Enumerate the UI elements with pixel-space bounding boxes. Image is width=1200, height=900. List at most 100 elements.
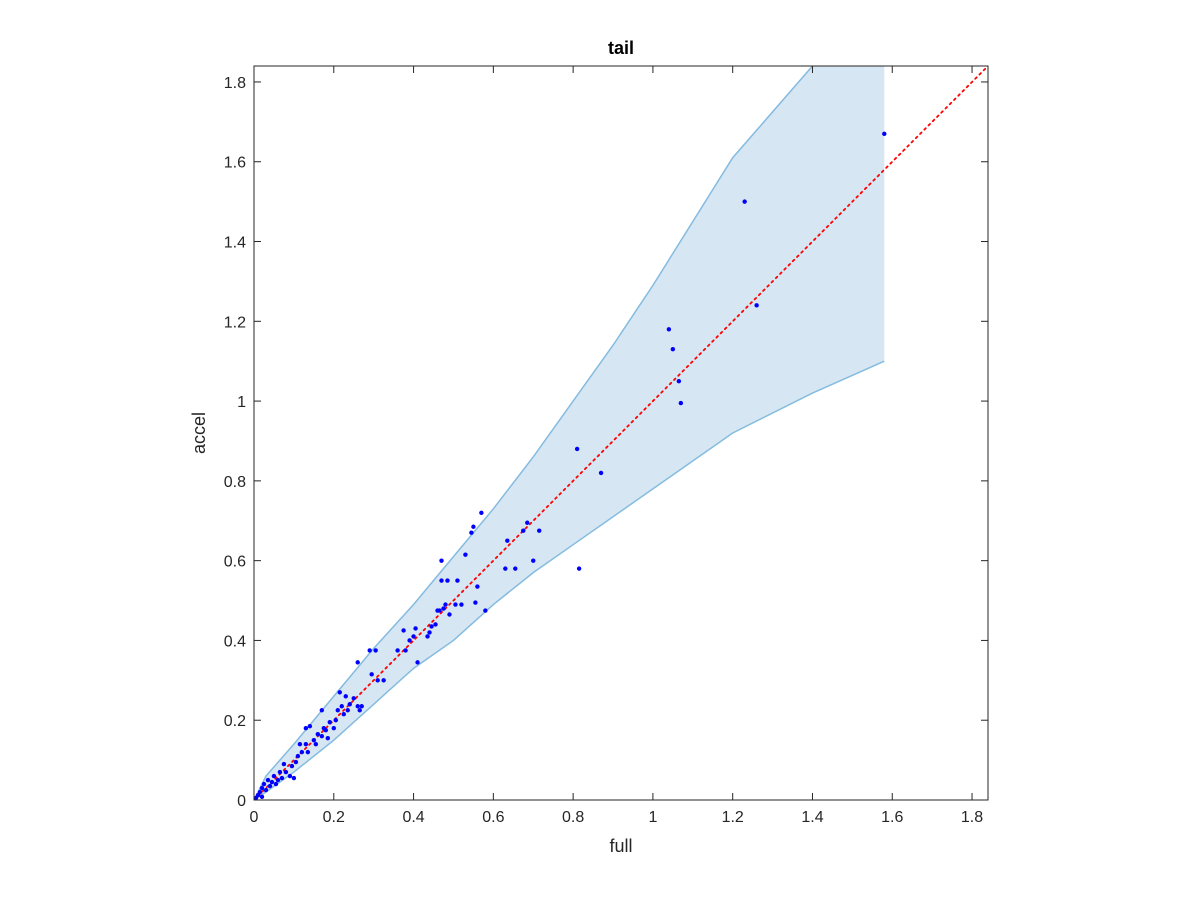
x-tick-label: 1.4 <box>801 809 823 826</box>
y-tick-label: 1.8 <box>224 75 246 92</box>
x-tick-label: 0.4 <box>402 809 424 826</box>
data-point <box>263 787 269 793</box>
data-point <box>351 696 356 701</box>
data-point <box>295 753 301 759</box>
data-point <box>337 690 342 695</box>
data-point <box>513 566 518 571</box>
data-point <box>367 648 372 653</box>
chart-title: tail <box>608 38 634 58</box>
data-point <box>299 749 305 755</box>
data-point <box>503 566 508 571</box>
x-tick-label: 1.8 <box>961 809 983 826</box>
data-point <box>479 510 484 515</box>
y-tick-label: 0 <box>237 793 246 810</box>
data-point <box>403 648 408 653</box>
data-point <box>347 702 352 707</box>
data-point <box>319 708 325 713</box>
data-point <box>339 704 344 709</box>
data-point <box>325 735 330 741</box>
clipped-series <box>254 66 988 800</box>
y-axis-ticks: 0 0.2 0.4 0.6 0.8 1 1.2 1.4 1.6 1.8 <box>224 75 988 810</box>
data-point <box>531 558 536 563</box>
data-point <box>357 708 362 713</box>
data-point <box>257 789 263 795</box>
y-tick-label: 0.2 <box>224 713 246 730</box>
data-point <box>882 131 887 137</box>
reference-line <box>254 66 988 800</box>
data-point <box>425 634 430 639</box>
data-point <box>413 626 418 631</box>
data-point <box>259 794 265 800</box>
data-point <box>335 708 340 713</box>
data-point <box>279 775 285 781</box>
data-point <box>537 528 542 533</box>
data-point <box>576 566 582 571</box>
data-point <box>375 678 380 683</box>
data-point <box>453 602 458 607</box>
y-tick-label: 1 <box>237 394 246 411</box>
data-point <box>445 578 450 583</box>
data-point <box>395 648 400 653</box>
data-point <box>441 606 446 611</box>
data-point <box>311 737 317 743</box>
data-point <box>373 648 378 653</box>
data-point <box>443 602 448 607</box>
x-axis-label: full <box>609 836 632 856</box>
data-point <box>287 773 293 779</box>
data-point <box>333 718 338 723</box>
data-point <box>475 584 480 589</box>
data-point <box>463 552 468 557</box>
data-point <box>261 781 267 787</box>
data-point <box>275 777 281 783</box>
y-tick-label: 1.6 <box>224 155 246 172</box>
data-point <box>676 378 682 384</box>
data-point <box>437 608 442 613</box>
data-point <box>678 400 684 406</box>
data-point <box>303 741 309 747</box>
data-point <box>313 741 319 747</box>
data-point <box>273 781 279 787</box>
data-point <box>341 712 346 717</box>
data-point <box>331 725 336 731</box>
data-point <box>255 793 261 798</box>
data-point <box>407 638 412 643</box>
data-point <box>283 769 289 775</box>
x-tick-label: 0 <box>250 809 259 826</box>
data-point <box>355 704 360 709</box>
data-point <box>265 777 271 783</box>
data-point <box>439 578 444 583</box>
data-point <box>315 731 321 737</box>
data-point <box>447 612 452 617</box>
data-point <box>369 672 374 677</box>
x-axis-ticks: 0 0.2 0.4 0.6 0.8 1 1.2 1.4 1.6 1.8 <box>250 66 983 826</box>
data-point <box>505 538 510 543</box>
data-point <box>359 704 364 709</box>
data-point <box>355 660 360 665</box>
x-tick-label: 1 <box>648 809 657 826</box>
data-point <box>473 600 478 605</box>
data-point <box>411 634 416 639</box>
plot-area <box>254 66 988 800</box>
data-point <box>598 470 604 476</box>
data-point <box>381 678 386 683</box>
data-point <box>433 622 438 627</box>
data-point <box>401 628 406 633</box>
data-point <box>323 727 329 733</box>
x-tick-label: 1.2 <box>722 809 744 826</box>
data-point <box>471 524 476 529</box>
data-point <box>297 741 303 747</box>
data-point <box>415 660 420 665</box>
data-point <box>742 199 747 204</box>
data-point <box>281 761 287 767</box>
confidence-band <box>254 66 885 800</box>
band-lower-edge <box>254 360 885 800</box>
y-tick-label: 0.8 <box>224 474 246 491</box>
data-point <box>469 530 474 535</box>
data-point <box>343 694 348 699</box>
data-point <box>267 783 273 789</box>
data-point <box>291 775 297 781</box>
data-point <box>293 759 299 765</box>
data-point <box>574 446 580 452</box>
data-point <box>455 578 460 583</box>
